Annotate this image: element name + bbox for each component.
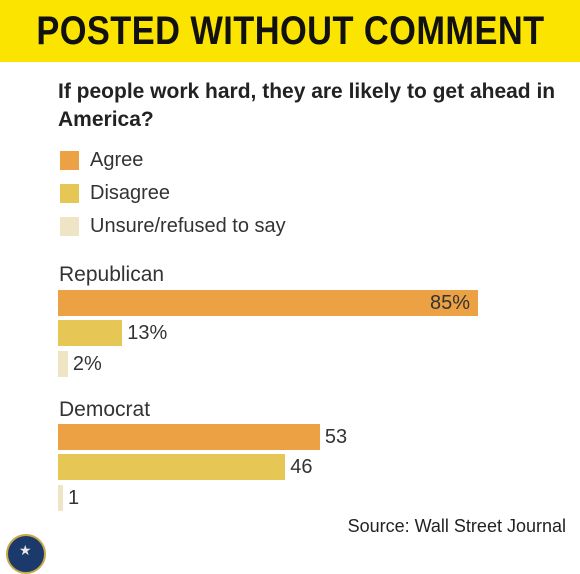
legend-swatch [60,216,79,236]
bar-value-label: 53 [324,426,348,448]
seal-icon: ★ [6,534,46,574]
legend-swatch [60,183,79,203]
bar-value-label: 2% [72,353,102,375]
bar [58,454,286,480]
group-label: Republican [59,263,165,286]
legend-item: Agree [60,148,143,172]
star-icon: ★ [19,542,32,558]
banner-title: POSTED WITHOUT COMMENT [35,8,545,53]
source-note: Source: Wall Street Journal [347,516,566,536]
banner: POSTED WITHOUT COMMENT [0,0,580,62]
legend-label: Agree [90,148,144,171]
group-label: Democrat [59,398,151,421]
legend-label: Disagree [90,181,171,204]
legend-item: Unsure/refused to say [60,214,286,238]
bar [58,424,320,450]
chart-title: If people work hard, they are likely to … [58,80,556,131]
bar [58,290,478,316]
legend-item: Disagree [60,181,170,205]
bar-value-label: 85% [430,292,471,314]
bar-value-label: 13% [127,322,168,344]
bar [58,351,68,377]
bar [58,320,123,346]
bar-value-label: 46 [290,456,313,478]
bar-value-label: 1 [68,487,80,509]
legend-swatch [60,150,79,170]
legend-label: Unsure/refused to say [90,214,286,237]
bar [58,485,63,511]
